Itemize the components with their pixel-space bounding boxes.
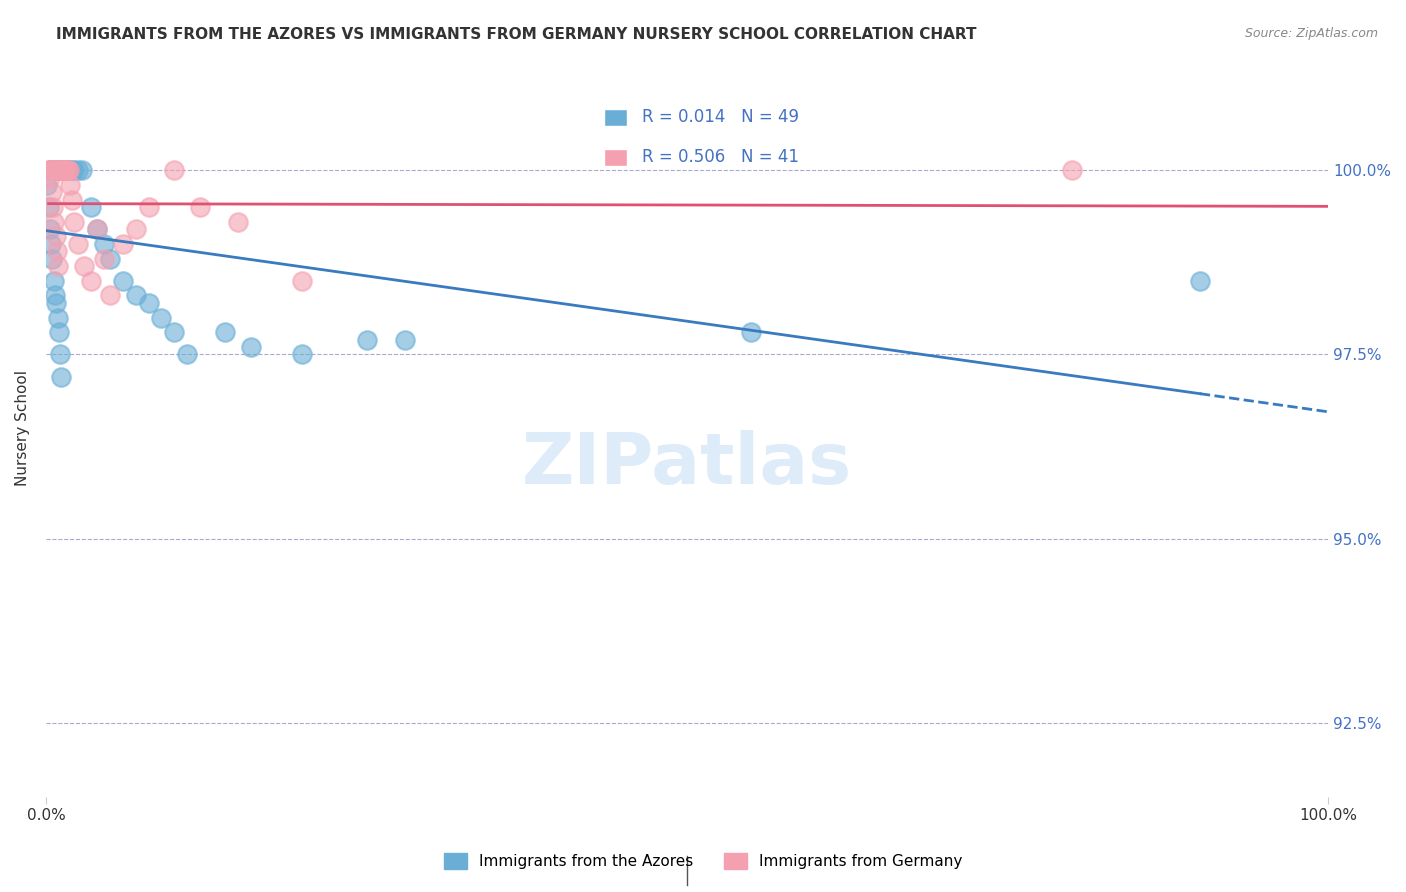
Point	[56, 163, 79, 178]
Text: IMMIGRANTS FROM THE AZORES VS IMMIGRANTS FROM GERMANY NURSERY SCHOOL CORRELATION: IMMIGRANTS FROM THE AZORES VS IMMIGRANTS…	[56, 27, 977, 42]
Point	[46, 163, 69, 178]
Point	[740, 326, 762, 340]
Point	[41, 163, 63, 178]
Point	[63, 163, 86, 178]
Point	[138, 200, 160, 214]
Point	[86, 222, 108, 236]
Point	[52, 163, 75, 178]
Y-axis label: Nursery School: Nursery School	[15, 370, 30, 486]
Point	[48, 163, 70, 178]
Point	[163, 326, 186, 340]
Point	[98, 252, 121, 266]
Point	[38, 163, 60, 178]
Point	[73, 259, 96, 273]
Point	[80, 274, 103, 288]
Point	[56, 163, 79, 178]
Point	[52, 163, 75, 178]
Point	[59, 178, 82, 192]
Point	[44, 215, 66, 229]
Point	[55, 163, 77, 178]
Point	[291, 347, 314, 361]
Point	[38, 163, 60, 178]
Point	[45, 229, 67, 244]
Point	[37, 178, 59, 192]
Point	[39, 163, 62, 178]
Point	[41, 252, 63, 266]
Legend: Immigrants from the Azores, Immigrants from Germany: Immigrants from the Azores, Immigrants f…	[437, 847, 969, 875]
Point	[70, 163, 93, 178]
Point	[45, 163, 67, 178]
Point	[163, 163, 186, 178]
Point	[49, 163, 72, 178]
Point	[48, 326, 70, 340]
Point	[51, 163, 73, 178]
Point	[111, 236, 134, 251]
Point	[93, 252, 115, 266]
Text: Source: ZipAtlas.com: Source: ZipAtlas.com	[1244, 27, 1378, 40]
Point	[44, 288, 66, 302]
Point	[42, 163, 65, 178]
Point	[291, 274, 314, 288]
Point	[138, 296, 160, 310]
Point	[39, 236, 62, 251]
Point	[63, 215, 86, 229]
Point	[44, 163, 66, 178]
Point	[53, 163, 76, 178]
Text: R = 0.506   N = 41: R = 0.506 N = 41	[643, 148, 799, 166]
Point	[46, 163, 69, 178]
Point	[52, 163, 75, 178]
Point	[39, 170, 62, 185]
Point	[45, 296, 67, 310]
Point	[55, 163, 77, 178]
Text: ZIPatlas: ZIPatlas	[522, 431, 852, 500]
Point	[45, 163, 67, 178]
Point	[49, 163, 72, 178]
FancyBboxPatch shape	[603, 149, 627, 167]
Point	[49, 347, 72, 361]
Point	[38, 163, 60, 178]
Point	[98, 288, 121, 302]
Point	[356, 333, 378, 347]
Point	[42, 200, 65, 214]
Point	[66, 163, 89, 178]
Point	[51, 369, 73, 384]
Point	[58, 163, 80, 178]
Point	[240, 340, 263, 354]
Text: R = 0.014   N = 49: R = 0.014 N = 49	[643, 108, 799, 126]
Point	[51, 163, 73, 178]
Point	[60, 193, 83, 207]
Point	[125, 288, 148, 302]
Point	[46, 259, 69, 273]
Point	[46, 310, 69, 325]
Point	[53, 163, 76, 178]
Point	[42, 274, 65, 288]
Point	[58, 163, 80, 178]
Point	[44, 163, 66, 178]
Point	[125, 222, 148, 236]
Point	[41, 163, 63, 178]
Point	[39, 163, 62, 178]
Point	[1060, 163, 1083, 178]
Point	[1188, 274, 1211, 288]
Point	[86, 222, 108, 236]
Point	[214, 326, 236, 340]
Point	[80, 200, 103, 214]
Point	[38, 222, 60, 236]
Point	[176, 347, 198, 361]
Point	[42, 163, 65, 178]
Point	[41, 186, 63, 200]
Point	[38, 200, 60, 214]
Point	[226, 215, 249, 229]
Point	[48, 163, 70, 178]
Point	[52, 163, 75, 178]
Point	[111, 274, 134, 288]
Point	[45, 244, 67, 259]
FancyBboxPatch shape	[603, 109, 627, 126]
Point	[93, 236, 115, 251]
Point	[66, 236, 89, 251]
Point	[60, 163, 83, 178]
Point	[394, 333, 416, 347]
Point	[188, 200, 211, 214]
Point	[150, 310, 173, 325]
